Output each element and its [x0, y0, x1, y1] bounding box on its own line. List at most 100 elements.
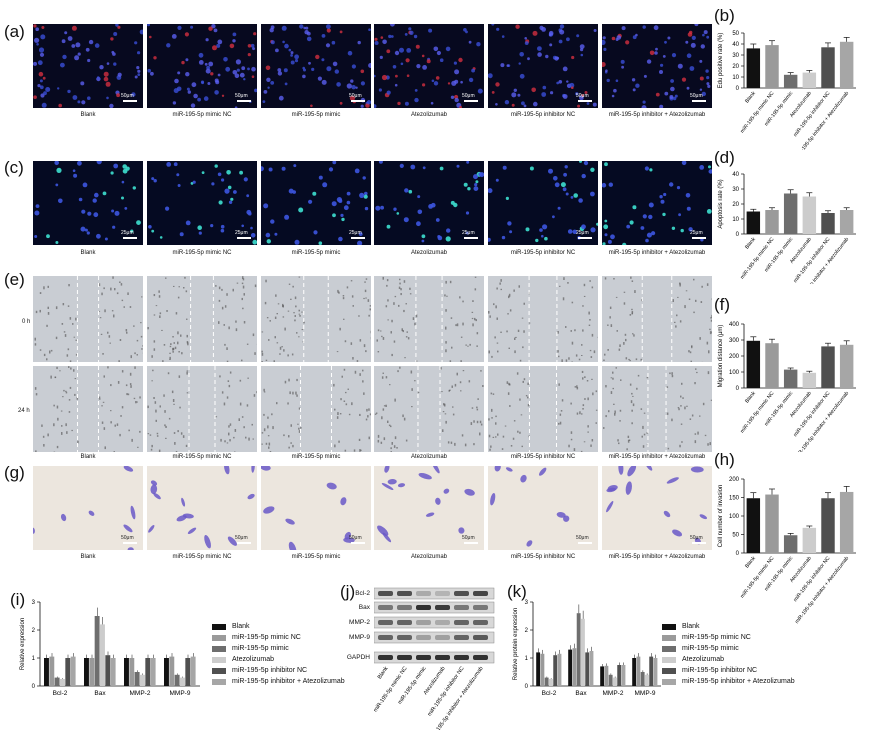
nucleus [566, 80, 569, 83]
nucleus [312, 191, 317, 196]
nucleus [374, 41, 379, 45]
micrograph-cells [148, 162, 257, 245]
cell [71, 429, 73, 432]
nucleus [584, 91, 588, 94]
nucleus [213, 28, 218, 33]
cell [456, 323, 459, 327]
cell [405, 303, 407, 305]
cell [570, 438, 573, 441]
cell [147, 405, 149, 409]
bar [581, 618, 585, 686]
cell [706, 283, 709, 286]
nucleus [632, 35, 637, 40]
cell [65, 391, 68, 394]
band [378, 591, 393, 596]
cell [399, 366, 401, 369]
nucleus [317, 76, 322, 81]
cell [575, 354, 578, 357]
cell [226, 396, 229, 399]
cell [272, 426, 274, 430]
bar [802, 372, 817, 388]
y-tick-label: 0 [736, 232, 740, 238]
cell [34, 387, 37, 390]
nucleus [165, 206, 170, 211]
cell [629, 359, 631, 362]
cell [561, 359, 563, 362]
nucleus [613, 88, 617, 93]
y-tick-label: 3 [525, 600, 529, 606]
cell [490, 392, 493, 395]
invaded-cell [606, 500, 614, 513]
bar [134, 672, 140, 686]
y-tick-label: 200 [729, 354, 740, 360]
cell [381, 416, 383, 420]
nucleus [558, 39, 563, 44]
cell [271, 413, 273, 416]
cell [158, 290, 160, 293]
nucleus [699, 76, 704, 81]
cell [675, 325, 677, 328]
invaded-cell [556, 512, 566, 518]
cell [488, 418, 490, 421]
nucleus [437, 235, 443, 241]
band [473, 655, 488, 660]
nucleus [150, 71, 154, 76]
nucleus [263, 90, 268, 94]
cell [588, 311, 590, 315]
nucleus [226, 170, 231, 175]
nucleus [332, 213, 336, 218]
cell [699, 415, 701, 417]
legend-swatch [212, 645, 226, 652]
image-caption: Atezolizumab [410, 112, 448, 118]
cell [625, 338, 627, 342]
cell [522, 346, 524, 349]
cell [163, 394, 165, 397]
nucleus [586, 102, 590, 105]
nucleus [581, 173, 586, 179]
invaded-cell [176, 515, 187, 522]
cell [256, 391, 257, 394]
cell [155, 409, 157, 413]
nucleus [115, 24, 119, 27]
cell [471, 311, 474, 313]
cell [352, 357, 354, 360]
cell [218, 286, 221, 290]
cell [515, 336, 517, 338]
cell [136, 401, 138, 403]
cell [363, 392, 365, 395]
nucleus [409, 30, 414, 35]
nucleus [642, 100, 646, 104]
cell [688, 350, 690, 353]
cell [243, 293, 245, 296]
micrograph [147, 276, 257, 362]
nucleus [478, 172, 482, 176]
cell [402, 414, 404, 418]
cell [268, 446, 270, 449]
nucleus [58, 198, 63, 204]
micrograph [261, 276, 371, 362]
cell [667, 447, 670, 450]
nucleus [308, 199, 313, 204]
nucleus [148, 225, 152, 229]
cell [172, 399, 175, 402]
nucleus [421, 234, 426, 239]
cell [164, 410, 166, 413]
cell [359, 449, 361, 452]
cell [694, 382, 696, 385]
y-tick-label: 50 [732, 31, 739, 37]
invaded-cell [187, 527, 197, 534]
nucleus [681, 161, 687, 166]
nucleus [554, 56, 559, 61]
nucleus [262, 100, 266, 103]
cell [369, 308, 371, 311]
image-caption: miR-195-5p inhibitor NC [510, 554, 576, 560]
cell [274, 316, 277, 319]
cell [445, 326, 447, 330]
cell [631, 392, 633, 395]
cell [691, 414, 694, 417]
cell [54, 376, 57, 378]
band [378, 655, 393, 660]
cell [344, 340, 347, 343]
cell [41, 424, 43, 427]
nucleus [190, 103, 196, 108]
